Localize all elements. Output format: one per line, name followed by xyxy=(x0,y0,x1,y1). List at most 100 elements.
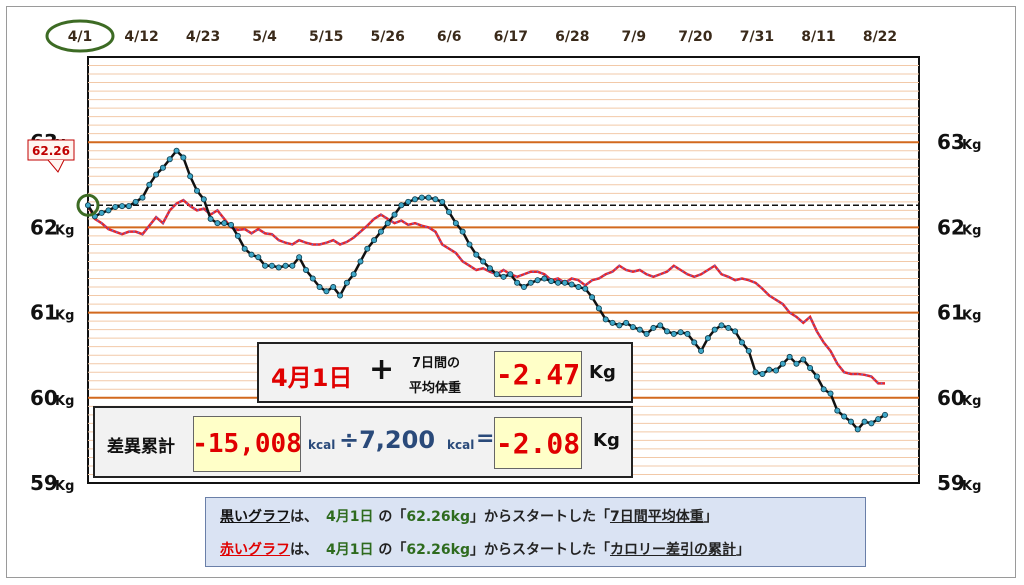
black-series-point xyxy=(446,209,453,216)
black-series-point xyxy=(268,262,275,269)
black-series-point xyxy=(752,369,759,376)
black-series-point xyxy=(650,324,657,331)
start-date-label: 4月1日 xyxy=(271,364,353,392)
black-series-point xyxy=(534,277,541,284)
legend-black-name: 黒いグラフ xyxy=(220,509,290,525)
calorie-calc-box: 差異累計 -15,008 kcal ÷7,200 kcal = -2.08 Kg xyxy=(93,406,633,478)
series-group xyxy=(85,147,889,433)
black-series-point xyxy=(411,196,418,203)
black-series-point xyxy=(861,418,868,425)
black-series-point xyxy=(486,265,493,272)
black-series-point xyxy=(738,339,745,346)
black-series-point xyxy=(262,262,269,269)
black-series-point xyxy=(214,220,221,227)
black-series-point xyxy=(405,198,412,205)
x-tick-label: 7/31 xyxy=(740,29,774,45)
y-tick-label-left: 62 xyxy=(30,215,58,239)
black-series-point xyxy=(418,194,425,201)
legend-line-black: 黒いグラフは、 4月1日 の「62.26kg」からスタートした「7日間平均体重」 xyxy=(220,506,718,526)
black-series-point xyxy=(847,418,854,425)
black-series-point xyxy=(868,420,875,427)
black-series-point xyxy=(357,258,364,265)
x-tick-label: 5/15 xyxy=(309,29,343,45)
black-series-point xyxy=(629,324,636,331)
black-series-point xyxy=(473,251,480,258)
black-series-point xyxy=(691,339,698,346)
black-series-point xyxy=(364,245,371,252)
chart-frame xyxy=(6,6,1016,578)
black-series-point xyxy=(718,322,725,329)
black-series-point xyxy=(670,330,677,337)
black-series-point xyxy=(548,278,555,285)
y-tick-label-right: 62 xyxy=(937,215,965,239)
highlight-ellipse xyxy=(45,19,115,53)
avg-summary-box: 4月1日 + 7日間の 平均体重 -2.47 Kg xyxy=(257,342,633,403)
black-series-point xyxy=(173,147,180,154)
black-series-point xyxy=(793,360,800,367)
black-series-point xyxy=(337,292,344,299)
black-series-point xyxy=(282,262,289,269)
legend-black-target: 7日間平均体重 xyxy=(609,509,704,525)
black-series-point xyxy=(732,328,739,335)
black-series-point xyxy=(309,275,316,282)
legend-black-no: の「 xyxy=(373,509,407,525)
black-series-point xyxy=(500,273,507,280)
black-series-point xyxy=(602,316,609,323)
black-series-point xyxy=(766,366,773,373)
y-tick-unit-right: Kg xyxy=(962,479,981,494)
black-series-point xyxy=(813,373,820,380)
start-callout-pointer xyxy=(47,159,65,173)
legend-line-red: 赤いグラフは、 4月1日 の「62.26kg」からスタートした「カロリー差引の累計… xyxy=(220,539,750,559)
black-series-point xyxy=(350,271,357,278)
black-series-point xyxy=(275,264,282,271)
black-series-point xyxy=(187,173,194,180)
black-series-point xyxy=(452,220,459,227)
black-series-point xyxy=(520,284,527,291)
y-tick-label-left: 61 xyxy=(30,301,58,325)
black-series-point xyxy=(609,319,616,326)
x-tick-label: 8/22 xyxy=(863,29,897,45)
black-series-point xyxy=(459,228,466,235)
red-series-line xyxy=(86,198,885,385)
black-series-point xyxy=(132,198,139,205)
black-series-point xyxy=(527,279,534,286)
black-series-point xyxy=(255,254,262,261)
black-series-point xyxy=(541,275,548,282)
black-series-point xyxy=(854,426,861,433)
black-series-point xyxy=(112,203,119,210)
black-series-point xyxy=(146,181,153,188)
black-series-point xyxy=(289,262,296,269)
legend-red-wa: は、 xyxy=(290,542,318,558)
black-series-point xyxy=(575,284,582,291)
black-series-point xyxy=(773,367,780,374)
y-tick-label-right: 61 xyxy=(937,301,965,325)
kcal-unit-1: kcal xyxy=(308,438,336,452)
black-series-point xyxy=(166,156,173,163)
y-tick-label-right: 60 xyxy=(937,386,965,410)
black-series-point xyxy=(875,416,882,423)
black-series-point xyxy=(684,330,691,337)
black-series-point xyxy=(139,194,146,201)
calc-label: 差異累計 xyxy=(107,437,175,457)
black-series-point xyxy=(480,258,487,265)
y-tick-label-left: 60 xyxy=(30,386,58,410)
black-series-point xyxy=(807,364,814,371)
x-tick-label: 4/23 xyxy=(186,29,220,45)
black-series-point xyxy=(234,232,241,239)
black-series-point xyxy=(882,411,889,418)
legend-red-mid: 」からスタートした「 xyxy=(469,542,610,558)
black-series-point xyxy=(507,271,514,278)
black-series-point xyxy=(664,328,671,335)
black-series-point xyxy=(616,322,623,329)
x-tick-label: 7/20 xyxy=(678,29,713,45)
x-tick-label: 4/12 xyxy=(124,29,158,45)
y-tick-unit-left: Kg xyxy=(55,394,74,409)
result-value: -2.08 xyxy=(495,426,581,460)
x-tick-label: 4/1 xyxy=(68,29,93,45)
black-series-point xyxy=(323,288,330,295)
black-series-point xyxy=(827,390,834,397)
start-value-label: 62.26 xyxy=(32,144,70,158)
black-series-point xyxy=(330,284,337,291)
start-point-circle xyxy=(76,193,100,217)
y-tick-unit-right: Kg xyxy=(962,394,981,409)
